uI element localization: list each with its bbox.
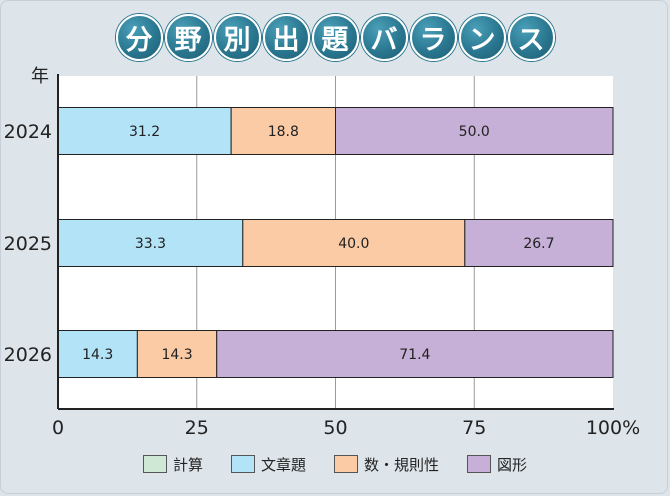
x-tick-label: 25 <box>185 417 209 439</box>
data-label: 40.0 <box>338 236 369 252</box>
bar-segment <box>464 219 614 267</box>
chart-title: 分野別出題バランス <box>0 14 670 66</box>
legend-item: 数・規則性 <box>334 454 439 475</box>
data-label: 18.8 <box>268 124 299 140</box>
legend-swatch <box>230 455 255 473</box>
title-char: 別 <box>213 14 261 61</box>
bar-segment <box>242 219 466 267</box>
legend-label: 数・規則性 <box>364 455 440 474</box>
legend-item: 図形 <box>467 454 527 475</box>
legend-swatch <box>467 455 492 473</box>
legend-label: 図形 <box>497 455 528 474</box>
legend-item: 計算 <box>142 454 203 475</box>
bar-segment <box>230 107 336 155</box>
title-char: 出 <box>262 14 310 61</box>
legend-label: 計算 <box>172 455 203 474</box>
bar-segment <box>216 330 614 378</box>
data-label: 33.3 <box>135 236 166 252</box>
legend: 計算 文章題 数・規則性 図形 <box>0 452 670 476</box>
bar-chart: 31.2 18.8 50.0 2024 33.3 40.0 26.7 2025 14.3 14.3… <box>4 66 641 439</box>
data-label: 71.4 <box>399 347 430 363</box>
title-char: バ <box>360 14 408 61</box>
y-tick-label: 2025 <box>4 233 52 255</box>
title-char: ス <box>507 14 555 61</box>
data-label: 31.2 <box>129 124 160 140</box>
bar-segment <box>136 330 218 378</box>
bar-segment <box>57 219 244 267</box>
data-label: 50.0 <box>459 124 490 140</box>
title-char: 分 <box>115 14 163 61</box>
data-label: 14.3 <box>82 347 113 363</box>
x-tick-label: 100% <box>586 417 640 439</box>
legend-label: 文章題 <box>260 455 306 474</box>
y-tick-label: 2026 <box>4 344 52 366</box>
x-tick-label: 75 <box>462 417 486 439</box>
x-tick-label: 50 <box>323 417 347 439</box>
title-char: ラ <box>409 14 457 61</box>
legend-swatch <box>142 455 167 473</box>
y-axis-title: 年 <box>31 66 49 87</box>
y-tick-label: 2024 <box>4 121 52 143</box>
legend-item: 文章題 <box>230 454 306 475</box>
bar-segment <box>335 107 614 155</box>
data-label: 26.7 <box>523 236 554 252</box>
data-label: 14.3 <box>161 347 192 363</box>
title-char: 野 <box>164 14 212 61</box>
legend-swatch <box>334 455 358 473</box>
x-tick-label: 0 <box>52 417 64 439</box>
title-char: ン <box>458 14 506 61</box>
title-char: 題 <box>311 14 359 61</box>
